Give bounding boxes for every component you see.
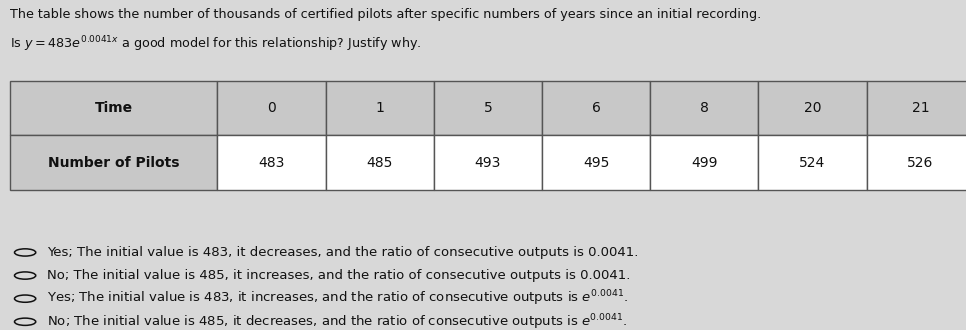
Bar bbox=[434, 135, 542, 190]
Bar bbox=[434, 81, 542, 135]
Bar bbox=[217, 135, 326, 190]
Text: 21: 21 bbox=[912, 101, 929, 115]
Bar bbox=[542, 135, 650, 190]
Bar bbox=[10, 135, 217, 190]
Bar bbox=[650, 81, 758, 135]
Bar bbox=[542, 81, 650, 135]
Bar bbox=[867, 81, 966, 135]
Bar bbox=[867, 135, 966, 190]
Text: 483: 483 bbox=[258, 155, 285, 170]
Bar bbox=[650, 135, 758, 190]
Text: 526: 526 bbox=[907, 155, 934, 170]
Bar bbox=[326, 135, 434, 190]
Text: Is $y = 483e^{0.0041x}$ a good model for this relationship? Justify why.: Is $y = 483e^{0.0041x}$ a good model for… bbox=[10, 35, 421, 54]
Text: Number of Pilots: Number of Pilots bbox=[47, 155, 180, 170]
Text: 5: 5 bbox=[483, 101, 493, 115]
Text: 493: 493 bbox=[474, 155, 501, 170]
Text: 524: 524 bbox=[799, 155, 826, 170]
Text: 8: 8 bbox=[699, 101, 709, 115]
Bar bbox=[758, 135, 867, 190]
Text: 20: 20 bbox=[804, 101, 821, 115]
Text: 499: 499 bbox=[691, 155, 718, 170]
Text: 485: 485 bbox=[366, 155, 393, 170]
Text: No; The initial value is 485, it increases, and the ratio of consecutive outputs: No; The initial value is 485, it increas… bbox=[47, 269, 631, 282]
Bar bbox=[10, 81, 217, 135]
Text: The table shows the number of thousands of certified pilots after specific numbe: The table shows the number of thousands … bbox=[10, 8, 761, 21]
Text: 495: 495 bbox=[582, 155, 610, 170]
Bar bbox=[758, 81, 867, 135]
Text: Yes; The initial value is 483, it increases, and the ratio of consecutive output: Yes; The initial value is 483, it increa… bbox=[47, 289, 629, 309]
Text: 0: 0 bbox=[267, 101, 276, 115]
Text: 6: 6 bbox=[591, 101, 601, 115]
Text: No; The initial value is 485, it decreases, and the ratio of consecutive outputs: No; The initial value is 485, it decreas… bbox=[47, 312, 628, 330]
Text: Time: Time bbox=[95, 101, 132, 115]
Text: 1: 1 bbox=[375, 101, 384, 115]
Bar bbox=[326, 81, 434, 135]
Bar bbox=[217, 81, 326, 135]
Text: Yes; The initial value is 483, it decreases, and the ratio of consecutive output: Yes; The initial value is 483, it decrea… bbox=[47, 246, 639, 259]
